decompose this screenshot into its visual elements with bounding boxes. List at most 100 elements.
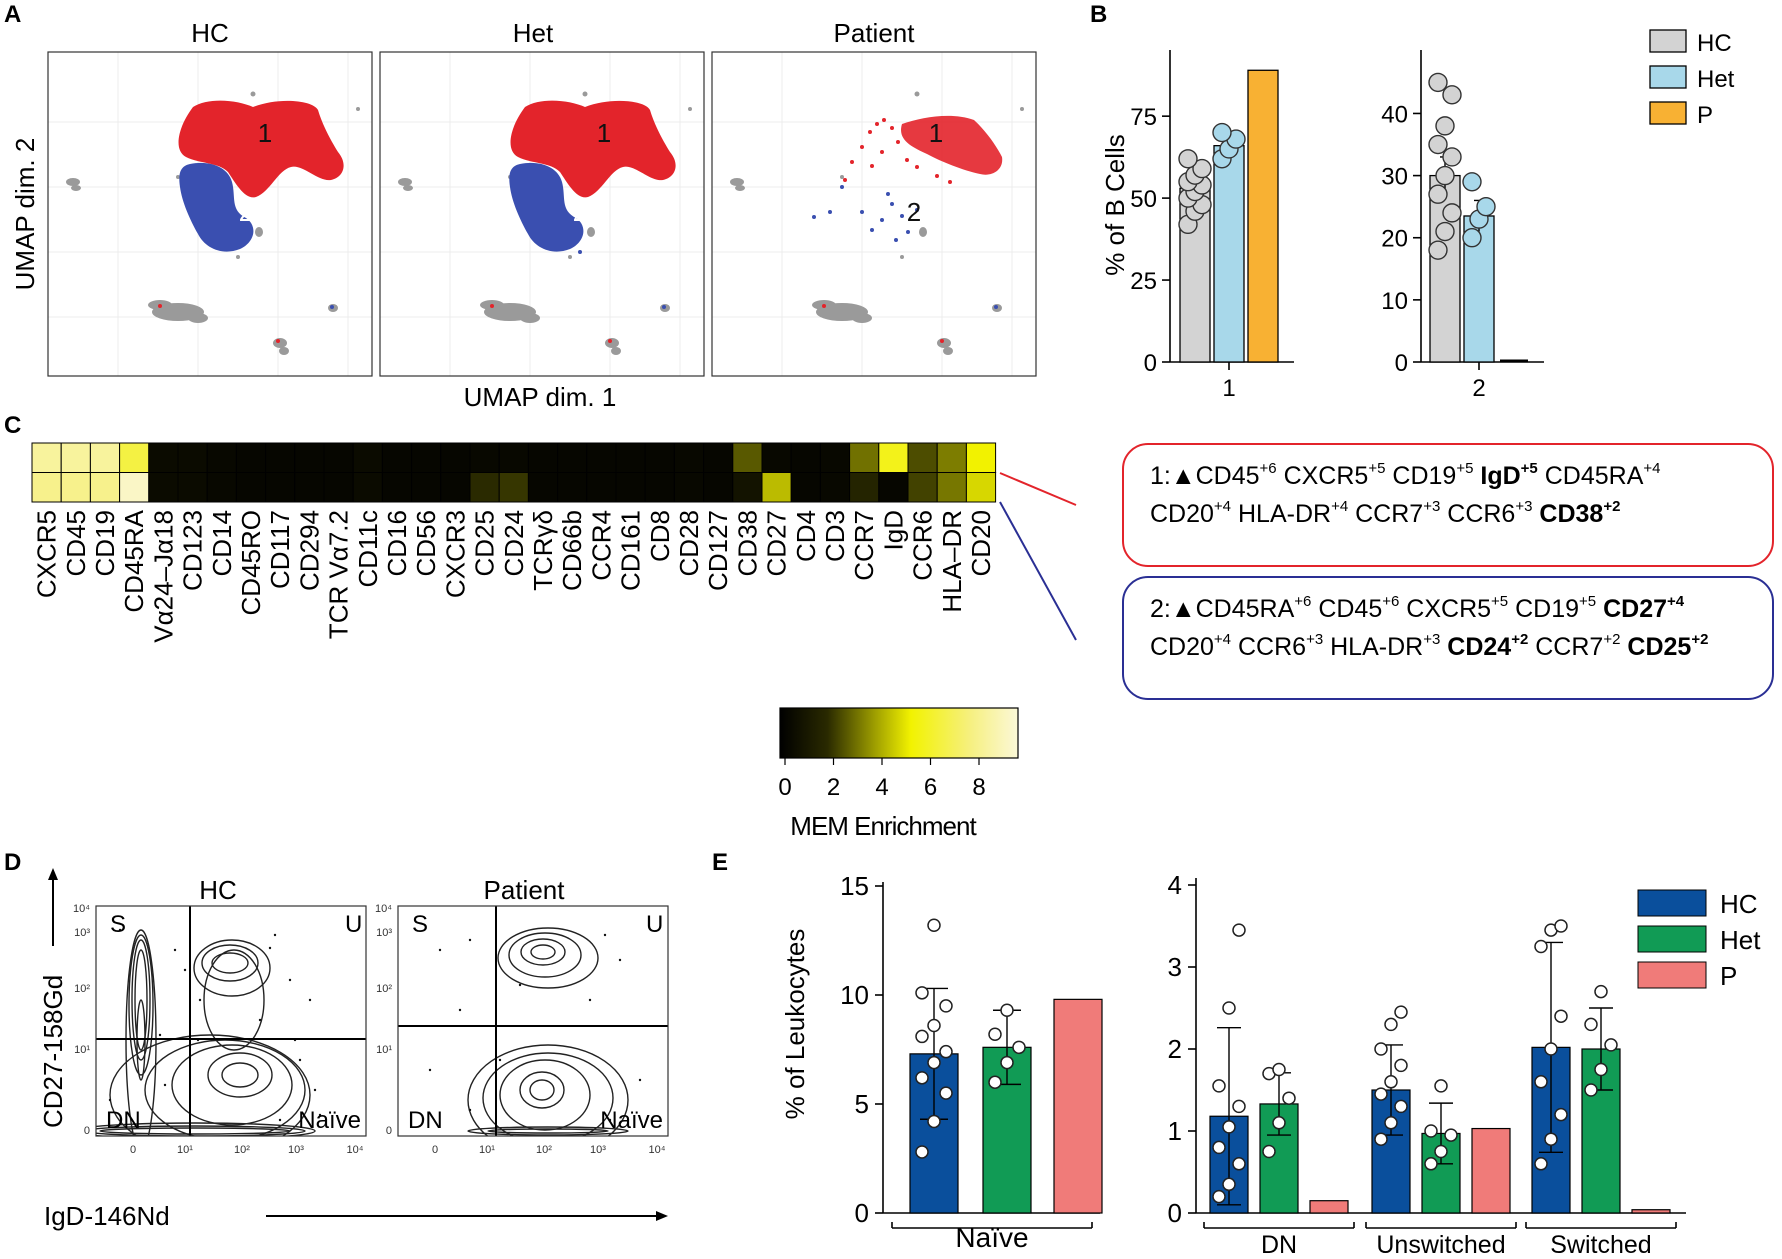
panel-c-heatmap: CXCR5 CD45 CD19 CD45RA Vα24–Jα18 CD123 CD14 CD4… [31,442,1077,841]
flow-ytick-label: 10⁴ [73,903,90,915]
e2-point-hc [1212,1140,1226,1155]
flow-xtick-label: 10³ [590,1144,606,1156]
heatmap-marker-label: CCR6 [908,510,938,581]
legend-b-het-swatch [1649,65,1687,89]
heatmap-marker-label: CD161 [616,510,646,591]
umap-xlabel: UMAP dim. 1 [464,382,617,412]
heatmap-marker-label: CD14 [207,510,237,576]
mem-marker-score: +2 [1603,631,1621,648]
e1-point-hc [939,1086,953,1100]
e1-point-hc [915,986,929,1000]
e1-point-hc [939,1044,953,1059]
legend-b-het-label: Het [1697,66,1735,93]
e2-point-hc [1394,1099,1408,1114]
heatmap-marker-label: CD56 [411,510,441,576]
heatmap-cell-1 [965,442,997,473]
heatmap-cell-1 [323,442,354,473]
heatmap-cell-2 [89,472,121,503]
heatmap-marker-label: CD38 [732,510,762,576]
flow-xtick-label: 10² [536,1144,552,1156]
e2-point-het [1262,1144,1276,1159]
panel-b-ylabel: % of B Cells [1100,134,1130,276]
colorbar-tick-label: 8 [972,774,985,801]
flow-axis-ticks: 0 10¹ 10² 10³ 10⁴ 0 10¹ 10² 10³ 10⁴ 0 10¹ 10² 10³ 10⁴ 0… [73,903,666,1156]
heatmap-cell-2 [790,472,821,503]
heatmap-cell-1 [644,442,675,473]
heatmap-marker-label: CXCR3 [440,510,470,598]
heatmap-cell-2 [265,472,296,503]
mem-marker-score: +2 [1691,631,1709,648]
mem-marker: CCR6 [1237,633,1307,661]
mem-marker-score: +2 [1511,631,1529,648]
mem-marker-score: +4 [1331,498,1349,515]
e2-point-het [1272,1116,1286,1130]
heatmap-marker-label: CD123 [178,510,208,591]
heatmap-cell-2 [732,472,763,503]
colorbar-tick-label: 6 [924,774,937,801]
e1-point-hc [927,1018,941,1033]
colorbar [779,707,1019,759]
panel-b-legend: HC Het P [1649,29,1735,129]
heatmap-marker-label: CD28 [674,510,704,576]
legend-b-hc-label: HC [1697,30,1732,57]
legend-e-het-label: Het [1720,925,1761,955]
heatmap-cell-2 [177,472,208,503]
colorbar-ticks: 0 2 4 6 8 [778,758,986,801]
heatmap-cells [31,442,997,503]
heatmap-marker-label: TCR Vα7.2 [324,510,354,639]
flow-x-arrowhead [656,1211,668,1221]
b-point-hc [1428,240,1448,260]
heatmap-marker-label: CD294 [294,510,324,591]
flow-xtick-label: 10⁴ [347,1144,364,1156]
e2-point-hc [1554,1009,1568,1023]
panel-e-bars: % of Leukocytes 0 5 10 15 Naïve 0 1 2 3 4 DN Unswi… [780,870,1761,1259]
colorbar-tick-label: 2 [827,774,840,801]
flow-patient-density [398,906,668,1136]
mem-marker: CXCR5 [1283,462,1369,490]
mem-marker: CD27 [1603,595,1668,623]
heatmap-cell-1 [761,442,792,473]
panel-label-d: D [4,849,21,876]
mem-marker-score: +3 [1306,631,1324,648]
e1-ytick-label: 15 [840,871,869,901]
heatmap-marker-label: CXCR5 [32,510,62,598]
heatmap-cell-1 [673,442,705,473]
flow-hc-quadrant-dn: DN [106,1107,141,1134]
e1-ytick-label: 10 [840,980,869,1010]
flow-patient-quadrant-naive: Naïve [600,1107,663,1134]
e2-point-hc [1212,1079,1226,1093]
b-point-hc [1192,158,1212,179]
b-point-hc [1435,116,1455,136]
heatmap-cell-1 [790,442,821,473]
heatmap-cell-1 [177,442,208,473]
heatmap-cell-2 [878,472,909,503]
heatmap-cell-2 [819,472,851,503]
b-ytick-label-2: 30 [1381,164,1408,191]
connector-cluster-2 [999,501,1077,641]
flow-ytick-label: 10¹ [376,1044,392,1056]
e2-point-hc [1394,1058,1408,1073]
e2-point-hc [1374,1087,1388,1101]
panel-b-chart-1: 0 25 50 75 1 [1130,50,1294,402]
e1-point-hc [939,999,953,1013]
heatmap-cell-1 [557,442,588,473]
e1-ytick-label: 0 [855,1198,869,1228]
mem-marker: CD45RA [1195,595,1295,623]
e2-ytick-label: 4 [1168,870,1182,900]
e2-ytick-label: 0 [1168,1198,1182,1228]
heatmap-cell-1 [31,442,62,473]
flow-ylabel: CD27-158Gd [38,975,68,1128]
e2-point-hc [1534,1075,1548,1089]
e2-point-hc [1222,1120,1236,1134]
legend-b-hc-swatch [1649,29,1687,53]
e2-point-het [1434,1144,1448,1159]
legend-e-hc-label: HC [1720,889,1758,919]
e2-point-het [1604,1038,1618,1052]
b-bar-het [1213,145,1245,363]
b-point-hc [1442,203,1462,223]
heatmap-cell-1 [381,442,413,473]
e2-point-het [1594,1062,1608,1077]
panel-e-legend: HC Het P [1637,889,1761,991]
e2-point-hc [1222,1177,1236,1192]
heatmap-marker-label: CD8 [645,510,675,562]
